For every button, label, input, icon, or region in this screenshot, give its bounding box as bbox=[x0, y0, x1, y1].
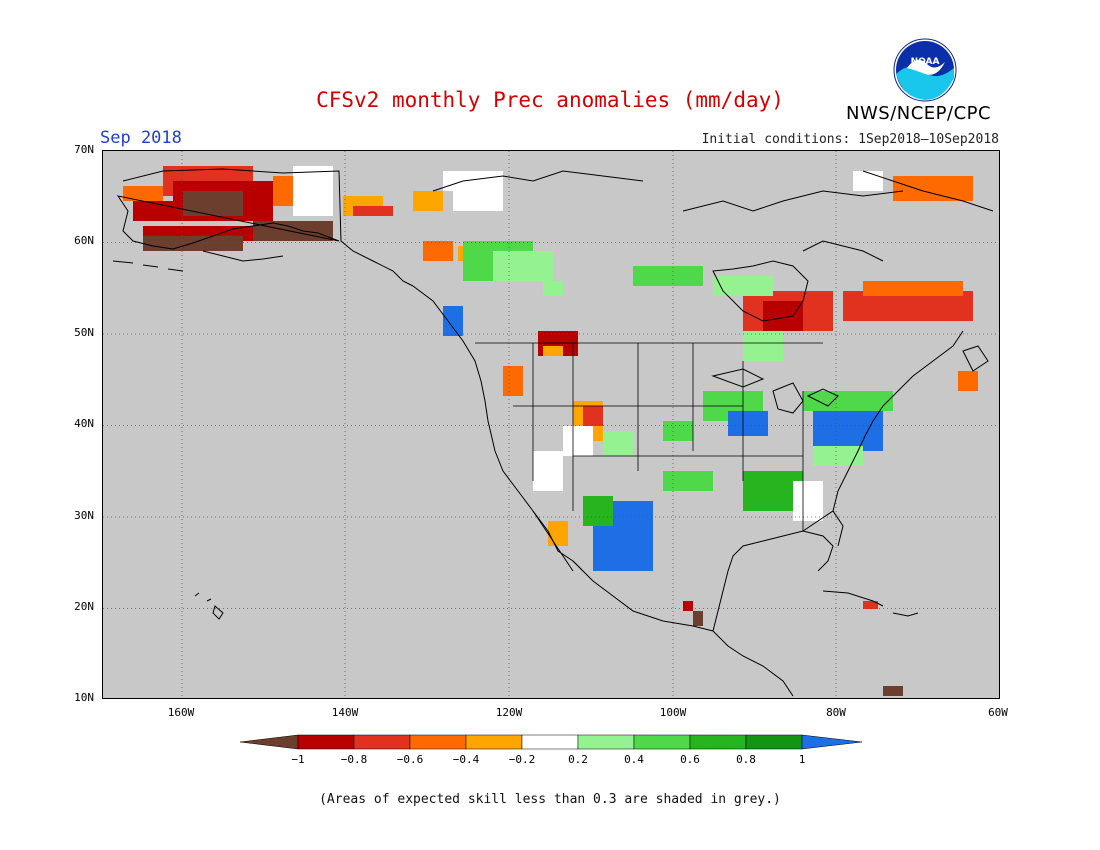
agency-label: NWS/NCEP/CPC bbox=[846, 103, 992, 124]
colorbar-tick-label: 0.8 bbox=[736, 753, 756, 766]
state-borders bbox=[475, 342, 823, 531]
anomaly-cell bbox=[893, 176, 973, 201]
anomaly-cell bbox=[763, 301, 803, 331]
anomaly-cell bbox=[293, 166, 333, 216]
anomaly-cell bbox=[543, 281, 563, 296]
anomaly-cell bbox=[853, 171, 883, 191]
anomaly-cell bbox=[443, 306, 463, 336]
colorbar-tick-label: −0.6 bbox=[396, 753, 424, 766]
initial-conditions-label: Initial conditions: 1Sep2018—10Sep2018 bbox=[701, 132, 999, 147]
anomaly-cell bbox=[863, 281, 963, 296]
colorbar bbox=[240, 734, 862, 750]
anomaly-cell bbox=[443, 171, 473, 191]
colorbar-segment bbox=[801, 734, 862, 750]
anomaly-cell bbox=[563, 426, 593, 456]
anomaly-cell bbox=[863, 601, 878, 609]
lat-label: 50N bbox=[74, 326, 94, 339]
anomaly-cell bbox=[713, 276, 773, 296]
lat-label: 10N bbox=[74, 691, 94, 704]
map-title: CFSv2 monthly Prec anomalies (mm/day) bbox=[316, 88, 784, 112]
anomaly-cell bbox=[663, 421, 693, 441]
colorbar-segment bbox=[577, 734, 635, 750]
lat-label: 60N bbox=[74, 234, 94, 247]
svg-text:NOAA: NOAA bbox=[911, 57, 940, 67]
colorbar-tick-label: −1 bbox=[291, 753, 305, 766]
lon-label: 140W bbox=[331, 706, 359, 719]
anomaly-cell bbox=[183, 191, 243, 216]
lon-label: 80W bbox=[826, 706, 846, 719]
colorbar-segment bbox=[521, 734, 579, 750]
lon-label: 60W bbox=[988, 706, 1008, 719]
lat-label: 20N bbox=[74, 600, 94, 613]
anomaly-cell bbox=[603, 431, 633, 456]
colorbar-tick-label: 0.6 bbox=[680, 753, 700, 766]
lon-label: 120W bbox=[495, 706, 523, 719]
gridlines bbox=[103, 151, 998, 697]
lat-label: 70N bbox=[74, 143, 94, 156]
lon-label: 160W bbox=[167, 706, 195, 719]
anomaly-cell bbox=[883, 686, 903, 696]
lon-label: 100W bbox=[659, 706, 687, 719]
colorbar-tick-label: 1 bbox=[798, 753, 806, 766]
colorbar-segment bbox=[633, 734, 691, 750]
colorbar-segment bbox=[689, 734, 747, 750]
anomaly-cell bbox=[633, 266, 703, 286]
colorbar-tick-label: −0.8 bbox=[340, 753, 368, 766]
colorbar-segment bbox=[353, 734, 411, 750]
anomaly-cell bbox=[503, 366, 523, 396]
anomaly-cell bbox=[958, 371, 978, 391]
colorbar-tick-label: 0.4 bbox=[624, 753, 644, 766]
anomaly-cell bbox=[813, 446, 863, 466]
anomaly-cell bbox=[728, 411, 768, 436]
anomaly-cell bbox=[803, 391, 893, 411]
anomaly-cell bbox=[548, 521, 568, 546]
anomaly-cell bbox=[793, 481, 823, 521]
map-canvas bbox=[103, 151, 998, 697]
anomaly-map bbox=[102, 150, 1000, 699]
colorbar-tick-label: 0.2 bbox=[568, 753, 588, 766]
anomaly-cell bbox=[583, 406, 603, 426]
anomaly-cells bbox=[123, 166, 978, 696]
anomaly-cell bbox=[413, 191, 443, 211]
coastlines bbox=[112, 168, 994, 697]
colorbar-segment bbox=[745, 734, 803, 750]
month-label: Sep 2018 bbox=[100, 128, 182, 148]
anomaly-cell bbox=[693, 611, 703, 626]
colorbar-segment bbox=[240, 734, 299, 750]
colorbar-segment bbox=[409, 734, 467, 750]
colorbar-tick-label: −0.2 bbox=[508, 753, 536, 766]
anomaly-cell bbox=[683, 601, 693, 611]
colorbar-segment bbox=[465, 734, 523, 750]
lat-label: 40N bbox=[74, 417, 94, 430]
footnote: (Areas of expected skill less than 0.3 a… bbox=[319, 792, 781, 807]
anomaly-cell bbox=[583, 496, 613, 526]
anomaly-cell bbox=[743, 331, 783, 361]
anomaly-cell bbox=[663, 471, 713, 491]
anomaly-cell bbox=[123, 186, 163, 201]
anomaly-cell bbox=[423, 241, 453, 261]
lat-label: 30N bbox=[74, 509, 94, 522]
noaa-logo: NOAA bbox=[893, 38, 957, 102]
anomaly-cell bbox=[493, 251, 553, 281]
colorbar-segment bbox=[297, 734, 355, 750]
anomaly-cell bbox=[543, 346, 563, 356]
anomaly-cell bbox=[353, 206, 393, 216]
anomaly-cell bbox=[533, 451, 563, 491]
colorbar-tick-label: −0.4 bbox=[452, 753, 480, 766]
